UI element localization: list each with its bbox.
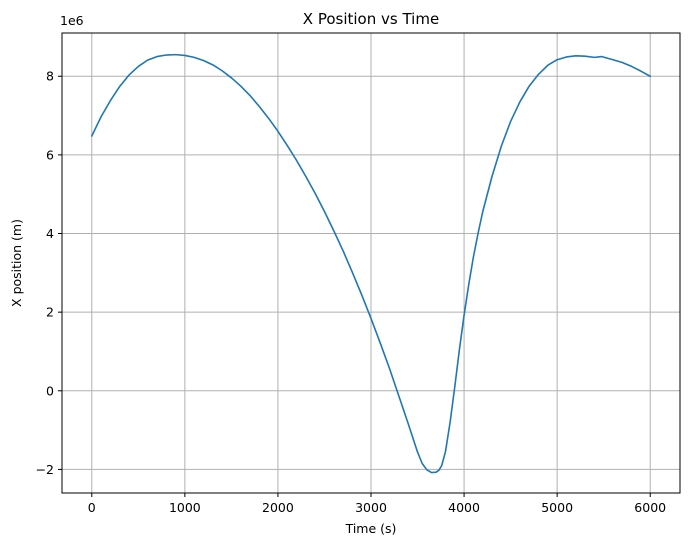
x-tick-label: 5000 [541,500,573,515]
y-tick-label: 0 [46,383,54,398]
y-axis-label: X position (m) [9,219,24,307]
y-tick-label: 2 [46,305,54,320]
x-tick-label: 2000 [262,500,294,515]
chart-title: X Position vs Time [303,10,439,28]
ticks-layer: 0 1000 2000 3000 4000 5000 6000 −2 0 2 4 6 8 [36,69,667,515]
x-axis-label: Time (s) [345,521,397,536]
series-line-x-position [90,53,652,474]
x-tick-label: 3000 [355,500,387,515]
y-tick-label: −2 [36,462,54,477]
y-tick-label: 6 [46,147,54,162]
x-tick-label: 0 [88,500,96,515]
y-axis-scale-label: 1e6 [60,13,84,28]
x-tick-label: 6000 [634,500,666,515]
x-tick-label: 1000 [169,500,201,515]
y-tick-label: 4 [46,226,54,241]
y-tick-label: 8 [46,69,54,84]
x-tick-label: 4000 [448,500,480,515]
grid-layer [62,33,680,493]
